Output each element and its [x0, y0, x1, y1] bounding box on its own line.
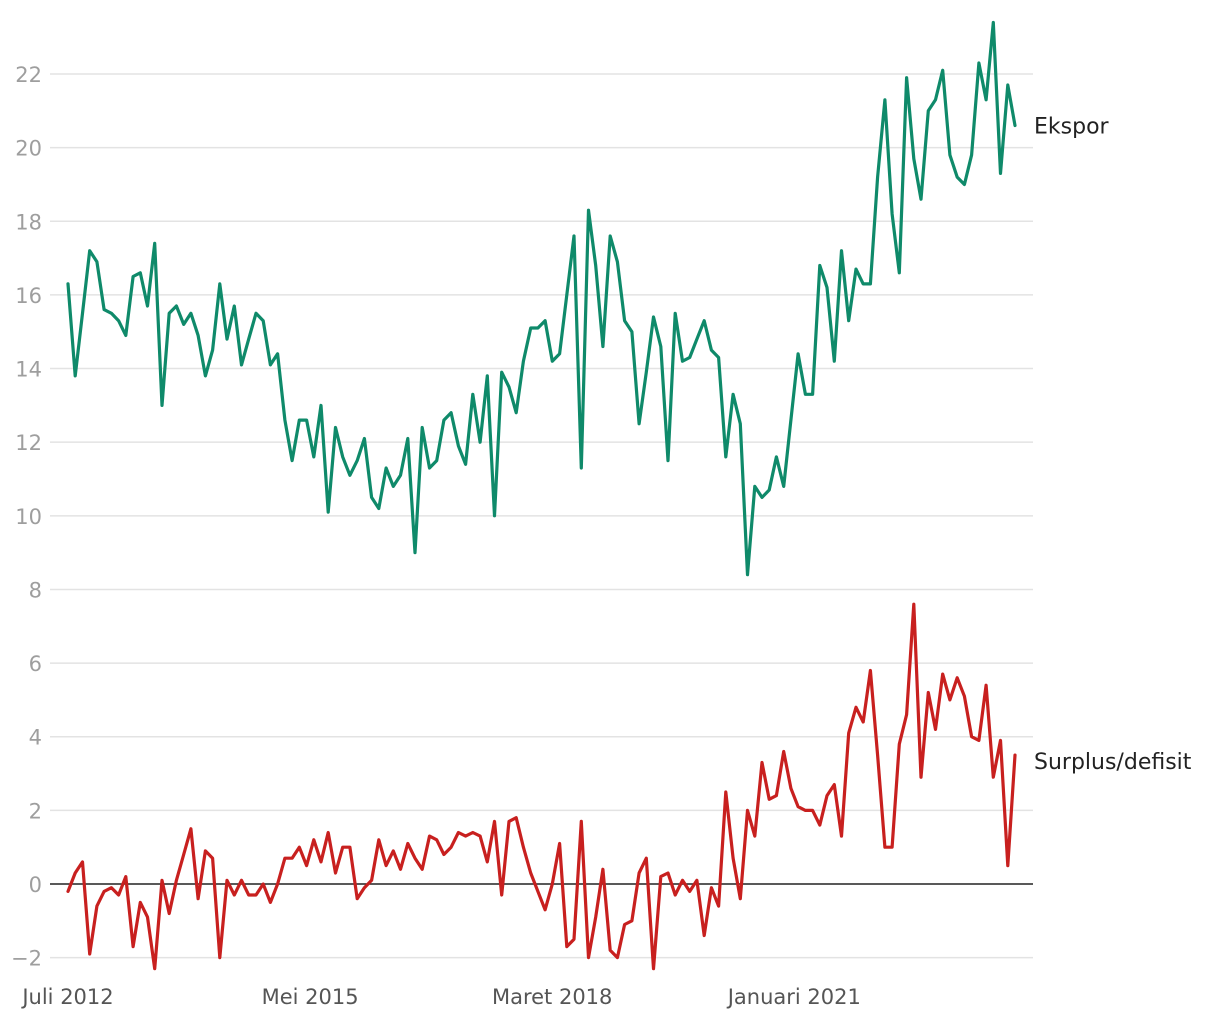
series-line-surplus-defisit	[66, 602, 1017, 971]
grid-lines	[50, 73, 1033, 959]
x-axis-ticks: Juli 2012 Mei 2015 Maret 2018 Januari 2021	[20, 985, 861, 1009]
y-tick-label: 0	[29, 873, 42, 897]
x-tick-label: Juli 2012	[20, 985, 113, 1009]
x-tick-label: Maret 2018	[492, 985, 612, 1009]
x-tick-label: Januari 2021	[726, 985, 861, 1009]
y-tick-label: 2	[29, 799, 42, 823]
y-tick-label: 14	[15, 358, 42, 382]
y-tick-label: 20	[15, 137, 42, 161]
y-tick-label: −2	[11, 947, 42, 971]
series-lines	[66, 20, 1017, 971]
y-tick-label: 12	[15, 431, 42, 455]
series-line-ekspor	[66, 20, 1017, 577]
y-tick-label: 10	[15, 505, 42, 529]
y-tick-label: 6	[29, 652, 42, 676]
y-tick-label: 4	[29, 726, 42, 750]
y-tick-label: 18	[15, 210, 42, 234]
y-tick-label: 16	[15, 284, 42, 308]
series-label-surplus-defisit: Surplus/defisit	[1034, 750, 1192, 775]
y-axis-ticks: −2 0 2 4 6 8 10 12 14 16 18 20 22	[11, 63, 42, 971]
y-tick-label: 8	[29, 578, 42, 602]
x-tick-label: Mei 2015	[262, 985, 359, 1009]
series-labels: Ekspor Surplus/defisit	[1034, 115, 1192, 776]
series-label-ekspor: Ekspor	[1034, 115, 1110, 140]
y-tick-label: 22	[15, 63, 42, 87]
